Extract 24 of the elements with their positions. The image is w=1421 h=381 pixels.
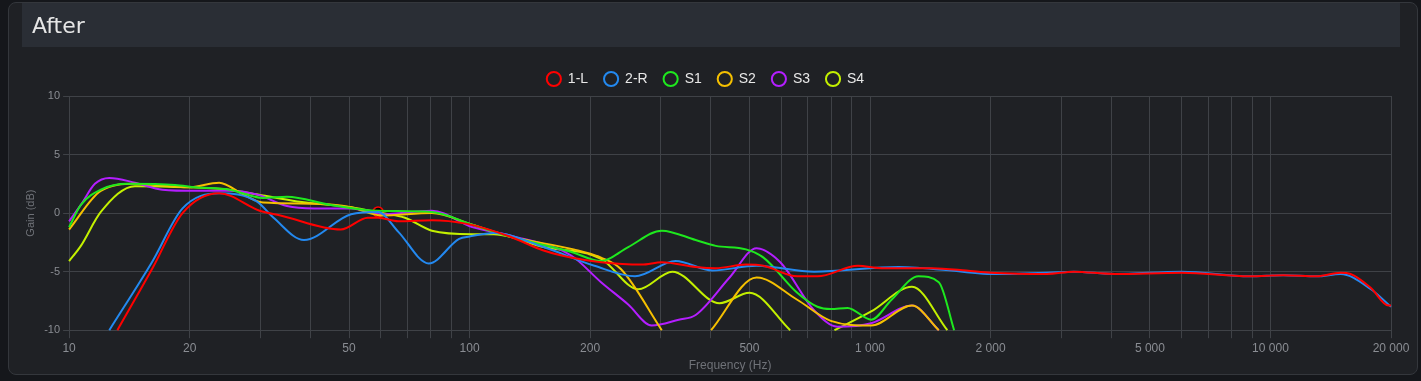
legend-label: S2 bbox=[738, 69, 757, 86]
x-tick-label: 2 000 bbox=[975, 340, 1006, 355]
x-axis-title: Frequency (Hz) bbox=[688, 358, 772, 373]
x-tick-label: 20 000 bbox=[1372, 340, 1410, 355]
x-tick-label: 50 bbox=[342, 340, 356, 355]
x-tick-label: 5 000 bbox=[1134, 340, 1166, 355]
x-tick-label: 100 bbox=[459, 340, 480, 355]
x-tick-label: 500 bbox=[739, 340, 760, 355]
legend-label: S1 bbox=[684, 69, 702, 86]
y-tick-label: 5 bbox=[53, 147, 61, 160]
y-tick-label: 0 bbox=[53, 206, 61, 219]
y-axis-title: Gain (dB) bbox=[23, 189, 36, 237]
y-tick-label: 10 bbox=[47, 89, 61, 102]
x-tick-label: 1 000 bbox=[854, 340, 886, 355]
legend-label: S4 bbox=[847, 69, 865, 86]
legend-label: 2-R bbox=[625, 69, 648, 86]
y-tick-label: -5 bbox=[50, 264, 61, 277]
x-tick-label: 20 bbox=[182, 340, 197, 355]
legend-label: 1-L bbox=[567, 69, 589, 86]
x-tick-label: 200 bbox=[580, 340, 601, 355]
chart-title: After bbox=[32, 12, 85, 38]
legend-label: S3 bbox=[792, 69, 811, 86]
y-tick-label: -10 bbox=[44, 323, 61, 336]
x-tick-label: 10 000 bbox=[1252, 340, 1290, 355]
